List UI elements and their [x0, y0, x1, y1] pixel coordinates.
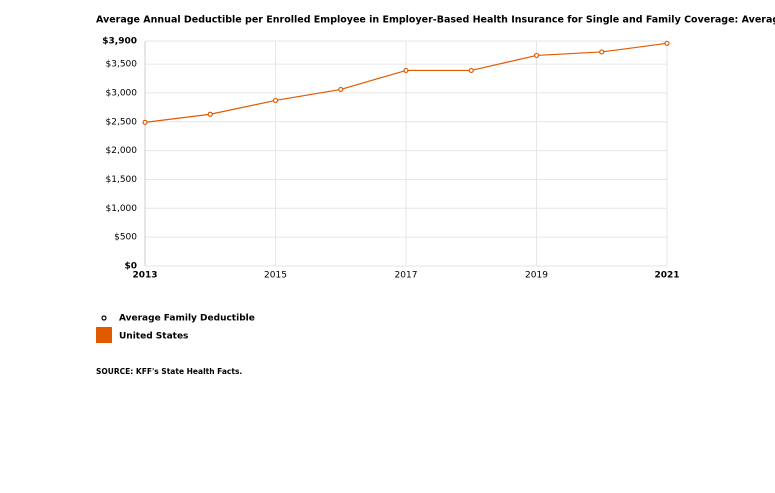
data-point — [403, 67, 409, 74]
legend-marker — [101, 315, 107, 321]
x-tick-label: 2015 — [264, 271, 287, 281]
y-tick-label: $3,500 — [106, 60, 138, 70]
chart-title: Average Annual Deductible per Enrolled E… — [96, 15, 775, 26]
source-note: SOURCE: KFF's State Health Facts. — [96, 367, 242, 376]
data-point — [338, 86, 344, 93]
y-tick-label: $1,500 — [106, 175, 138, 185]
data-point — [664, 40, 670, 46]
data-point — [142, 119, 148, 125]
data-point — [207, 111, 213, 117]
x-tick-label: 2019 — [525, 271, 548, 281]
x-tick-label: 2013 — [132, 271, 157, 281]
data-point — [533, 52, 540, 59]
data-point — [468, 67, 474, 74]
y-tick-label: $2,000 — [106, 146, 138, 156]
y-tick-label: $0 — [124, 262, 137, 272]
y-tick-label: $500 — [114, 233, 137, 243]
legend-label: Average Family Deductible — [119, 314, 255, 324]
legend-label: United States — [119, 332, 188, 342]
data-point — [599, 49, 605, 55]
legend-swatch — [96, 327, 112, 343]
y-tick-label: $3,900 — [102, 37, 137, 47]
y-tick-label: $2,500 — [106, 117, 138, 127]
data-point — [272, 97, 279, 104]
y-tick-label: $1,000 — [106, 204, 138, 214]
y-tick-label: $3,000 — [106, 88, 138, 98]
x-tick-label: 2021 — [654, 271, 679, 281]
x-tick-label: 2017 — [395, 271, 418, 281]
